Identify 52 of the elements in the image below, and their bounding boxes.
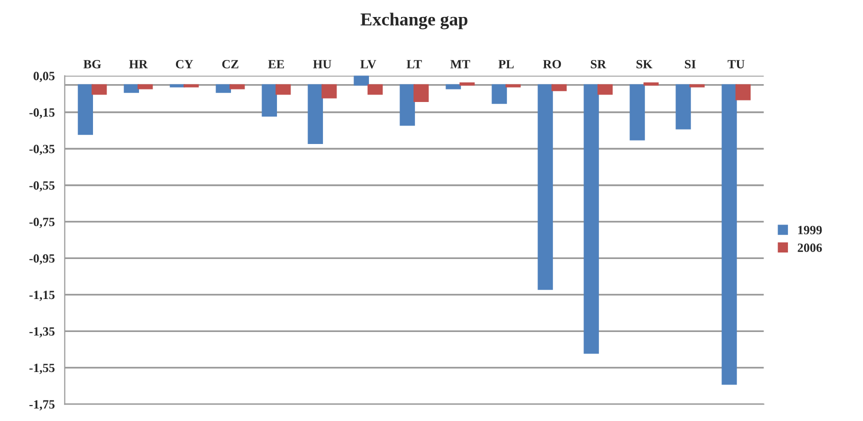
x-tick-label: HU [313, 60, 332, 68]
y-tick-label: -0,35 [29, 144, 55, 156]
chart-title: Exchange gap [360, 12, 468, 30]
y-tick-label: -0,75 [29, 218, 55, 228]
y-tick-label: -0,95 [29, 254, 55, 264]
legend-label: 2006 [798, 244, 822, 252]
bar [368, 84, 383, 95]
bar [598, 84, 613, 95]
bar [354, 76, 369, 86]
bar [552, 84, 567, 92]
y-tick-label: -1,35 [29, 327, 55, 338]
bar [276, 84, 291, 95]
x-tick-label: PL [498, 60, 514, 68]
y-tick-label: -0,15 [29, 108, 55, 119]
x-tick-label: MT [450, 60, 470, 68]
x-tick-label: TU [728, 60, 745, 68]
bar [446, 84, 461, 90]
x-tick-label: LT [406, 60, 422, 68]
y-tick-label: -1,15 [29, 290, 55, 301]
bar [722, 84, 737, 385]
legend-label: 1999 [798, 226, 822, 234]
bar [584, 84, 599, 354]
x-tick-label: CZ [222, 60, 238, 68]
x-tick-label: HR [129, 60, 148, 68]
bar [262, 84, 277, 117]
bar [92, 84, 107, 95]
bar [538, 84, 553, 290]
bar [322, 84, 337, 98]
bar [676, 84, 691, 130]
y-tick-label: 0,05 [34, 72, 55, 82]
x-tick-label: SR [590, 60, 606, 68]
bar [78, 84, 94, 135]
bar [630, 84, 645, 140]
bar [492, 84, 507, 104]
y-tick-label: -1,55 [29, 364, 55, 374]
bar [124, 84, 139, 93]
x-tick-label: CY [176, 60, 194, 68]
bar [230, 84, 245, 90]
x-tick-label: RO [543, 60, 561, 68]
x-tick-label: SK [636, 60, 652, 68]
x-tick-label: EE [268, 60, 284, 68]
x-tick-label: SI [684, 60, 696, 68]
bar [400, 84, 415, 126]
y-tick-label: -1,75 [29, 400, 55, 410]
bar [735, 84, 751, 100]
bar [216, 84, 231, 93]
bar [138, 84, 153, 90]
x-tick-label: LV [360, 60, 376, 68]
bar [414, 84, 429, 102]
bar [308, 84, 323, 144]
y-tick-label: -0,55 [29, 181, 55, 192]
x-tick-label: BG [83, 60, 102, 68]
